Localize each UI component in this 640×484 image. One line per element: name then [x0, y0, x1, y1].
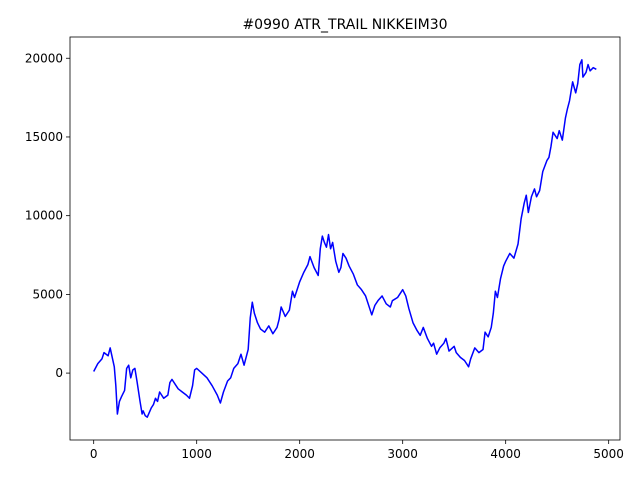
- series-layer: [93, 59, 597, 418]
- plot-area: [70, 37, 620, 440]
- x-axis-ticks: 0 1000 2000 3000 4000 5000: [90, 440, 624, 461]
- y-tick-label: 5000: [32, 287, 63, 301]
- x-tick-label: 2000: [284, 447, 315, 461]
- series-line-0: [93, 59, 597, 418]
- x-tick-label: 5000: [593, 447, 624, 461]
- y-axis-ticks: 0 5000 10000 15000 20000: [25, 51, 70, 380]
- plot-frame: [69, 36, 621, 441]
- y-tick-label: 20000: [25, 51, 63, 65]
- x-tick-label: 1000: [181, 447, 212, 461]
- x-tick-label: 0: [90, 447, 98, 461]
- chart-title: #0990 ATR_TRAIL NIKKEIM30: [242, 17, 447, 33]
- x-tick-label: 3000: [387, 447, 418, 461]
- y-tick-label: 10000: [25, 209, 63, 223]
- y-tick-label: 0: [55, 366, 63, 380]
- x-tick-label: 4000: [490, 447, 521, 461]
- y-tick-label: 15000: [25, 130, 63, 144]
